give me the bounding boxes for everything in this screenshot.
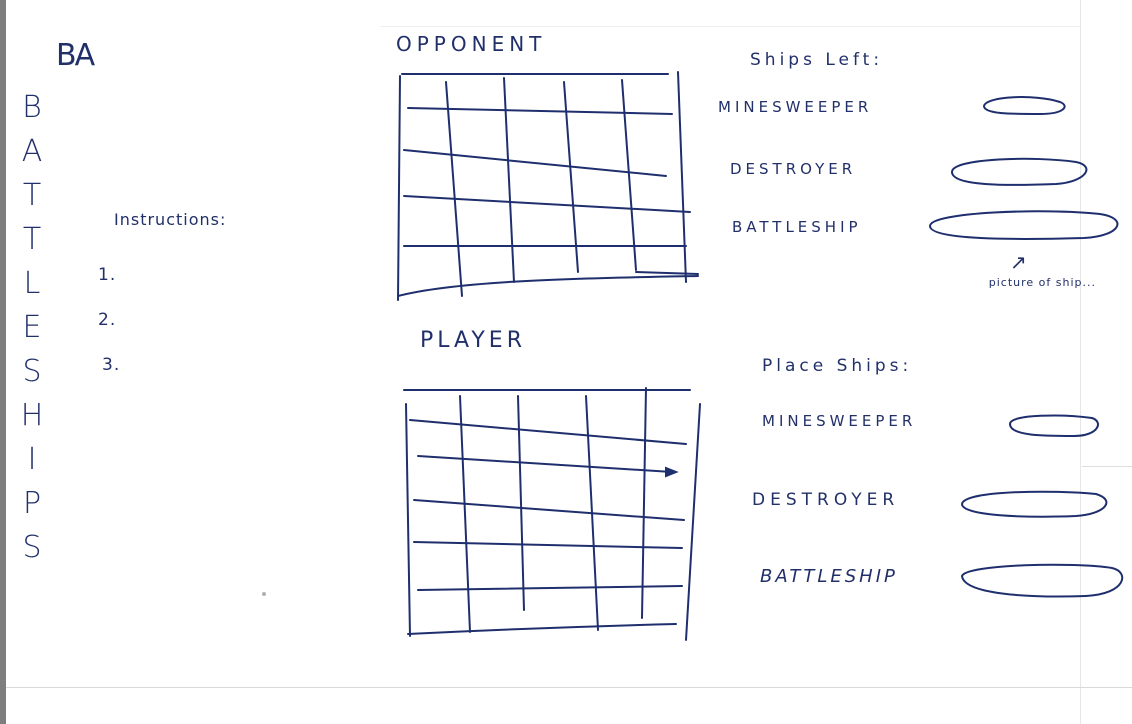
instruction-item: 1. (98, 265, 117, 285)
opponent-grid[interactable] (390, 68, 710, 313)
instruction-item: 3. (102, 355, 121, 375)
destroyer-ship-icon (950, 157, 1088, 186)
paper-fold-vertical (1080, 0, 1081, 724)
title-letter: I (27, 442, 37, 477)
opponent-board-label: OPPONENT (396, 32, 547, 56)
arrow-icon: ↗ (1010, 250, 1027, 274)
player-board-label: PLAYER (420, 328, 526, 353)
instructions-label: Instructions: (114, 210, 227, 229)
title-letter: T (22, 178, 42, 213)
title-letter: A (21, 134, 43, 169)
paper-edge (0, 0, 6, 724)
title-letter: H (20, 398, 44, 433)
pencil-dot (262, 592, 266, 596)
paper-top-line (380, 26, 1080, 27)
title-letter: S (22, 530, 42, 565)
place-destroyer-ship-icon[interactable] (956, 486, 1116, 522)
ships-left-label: Ships Left: (750, 50, 884, 70)
paper-fold-mark (1082, 466, 1132, 467)
place-minesweeper-label[interactable]: MINESWEEPER (762, 412, 917, 430)
title-letter: L (23, 266, 41, 301)
minesweeper-ship-icon (982, 96, 1066, 116)
logo: BA (56, 38, 95, 73)
title-letter: T (22, 222, 42, 257)
place-battleship-ship-icon[interactable] (956, 560, 1132, 600)
instruction-item: 2. (98, 310, 117, 330)
battleship-ship-icon (928, 210, 1119, 240)
player-grid[interactable] (400, 380, 710, 650)
ships-left-battleship-label: BATTLESHIP (732, 218, 862, 236)
place-battleship-label[interactable]: BATTLESHIP (760, 566, 898, 587)
title-letter: S (22, 354, 42, 389)
paper-fold-horizontal (6, 687, 1132, 688)
place-minesweeper-ship-icon[interactable] (1004, 410, 1104, 442)
place-destroyer-label[interactable]: DESTROYER (752, 490, 900, 510)
title-letter: E (22, 310, 42, 345)
ships-left-minesweeper-label: MINESWEEPER (718, 98, 873, 116)
place-ships-label: Place Ships: (762, 356, 913, 376)
title-letter: B (22, 90, 42, 125)
ships-left-destroyer-label: DESTROYER (730, 160, 857, 178)
vertical-title: B A T T L E S H I P S (12, 86, 52, 570)
ship-picture-note: picture of ship... (988, 276, 1096, 289)
title-letter: P (22, 486, 42, 521)
